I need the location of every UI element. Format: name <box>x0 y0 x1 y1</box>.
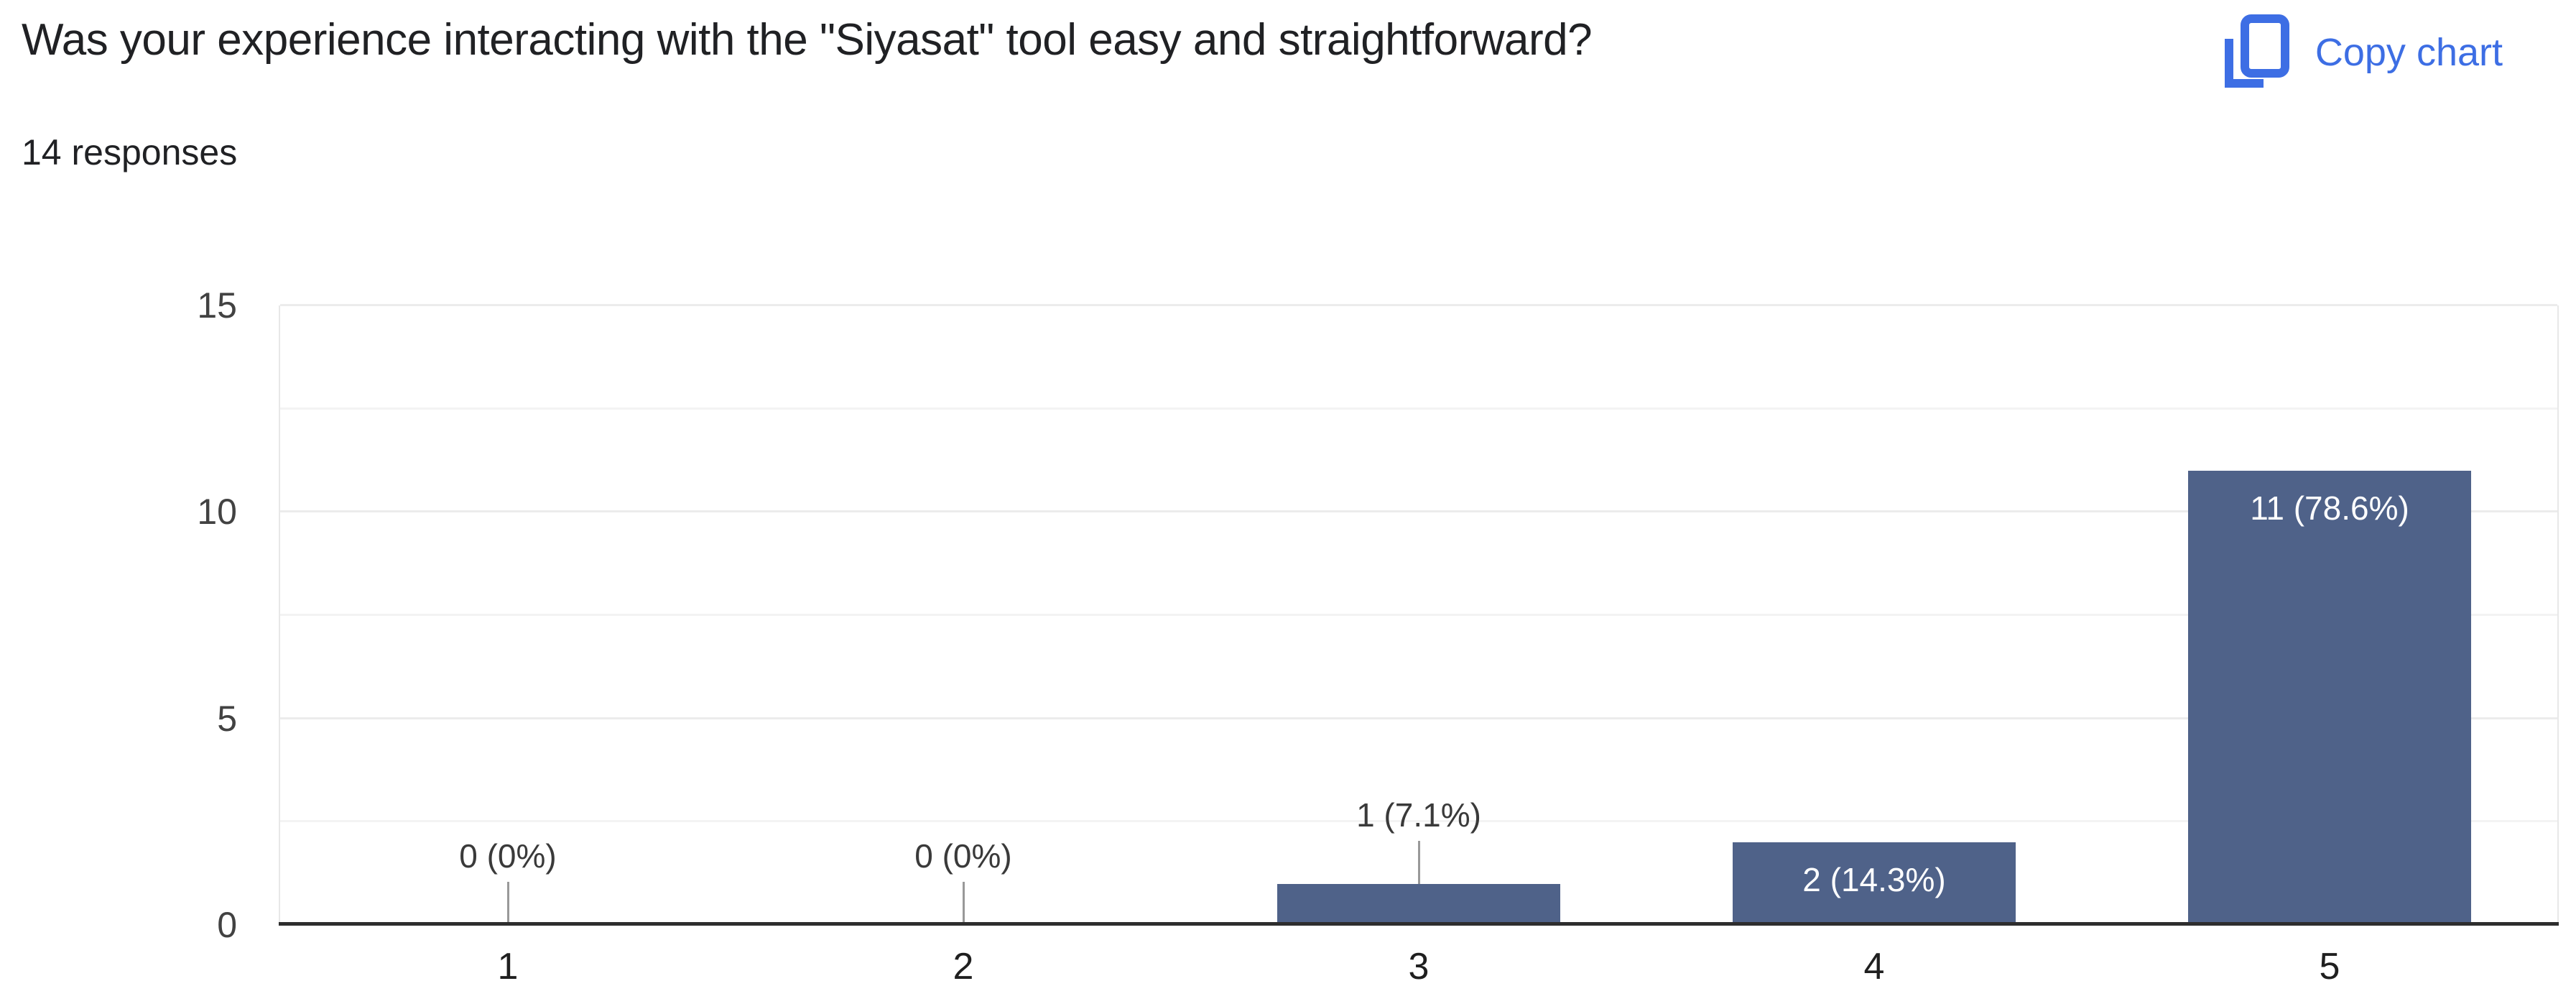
question-title: Was your experience interacting with the… <box>22 15 1593 65</box>
x-tick-label: 1 <box>497 946 519 987</box>
gridline-minor <box>280 820 2557 823</box>
label-leader-line <box>963 882 965 925</box>
label-leader-line <box>1418 840 1420 884</box>
bar-chart: 0 (0%) 1 0 (0%) 2 1 (7.1%) 3 2 (14.3%) 4 11 (78.… <box>279 304 2559 987</box>
gridline-major <box>280 510 2557 513</box>
x-axis-line <box>279 922 2559 926</box>
bar-value-label: 0 (0%) <box>459 837 557 875</box>
bar-group: 0 (0%) 1 <box>280 305 736 987</box>
x-tick-label: 3 <box>1408 946 1430 987</box>
copy-icon <box>2222 14 2291 91</box>
gridline-minor <box>280 614 2557 616</box>
gridline-minor <box>280 407 2557 410</box>
gridline-major <box>280 304 2557 306</box>
bar-value-label: 1 (7.1%) <box>1356 796 1481 834</box>
gridline-major <box>280 717 2557 719</box>
bar-group: 11 (78.6%) 5 <box>2102 305 2557 987</box>
label-leader-line <box>507 882 509 925</box>
x-tick-label: 2 <box>953 946 974 987</box>
y-tick-label: 10 <box>197 492 237 533</box>
bar-group: 0 (0%) 2 <box>736 305 1191 987</box>
bar-3 <box>1277 883 1560 925</box>
y-tick-label: 0 <box>217 905 237 945</box>
bar-value-label: 0 (0%) <box>914 837 1012 875</box>
bar-value-label: 2 (14.3%) <box>1802 861 1946 899</box>
y-axis-labels: 0 5 10 15 <box>0 287 237 944</box>
copy-chart-label: Copy chart <box>2315 31 2503 74</box>
y-tick-label: 5 <box>217 698 237 739</box>
bar-group: 1 (7.1%) 3 <box>1191 305 1646 987</box>
response-count: 14 responses <box>22 132 238 172</box>
bar-value-label: 11 (78.6%) <box>2250 489 2409 527</box>
x-tick-label: 4 <box>1863 946 1885 987</box>
copy-chart-button[interactable]: Copy chart <box>2218 11 2507 93</box>
bar-4 <box>1733 842 2016 925</box>
bar-5 <box>2188 470 2471 925</box>
bar-group: 2 (14.3%) 4 <box>1646 305 2102 987</box>
x-tick-label: 5 <box>2319 946 2340 987</box>
plot-area: 0 (0%) 1 0 (0%) 2 1 (7.1%) 3 2 (14.3%) 4 11 (78.… <box>280 305 2557 987</box>
y-tick-label: 15 <box>197 285 237 326</box>
